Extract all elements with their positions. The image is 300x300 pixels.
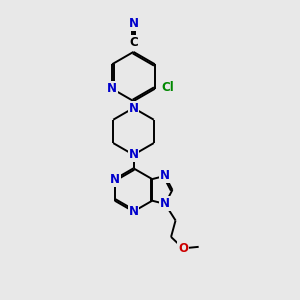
Text: N: N — [107, 82, 117, 95]
Text: N: N — [128, 101, 139, 115]
Text: N: N — [128, 148, 139, 161]
Text: N: N — [128, 205, 139, 218]
Text: N: N — [160, 169, 170, 182]
Text: N: N — [160, 197, 170, 210]
Text: N: N — [110, 172, 120, 186]
Text: Cl: Cl — [161, 81, 174, 94]
Text: O: O — [178, 242, 188, 255]
Text: C: C — [129, 36, 138, 50]
Text: N: N — [128, 17, 139, 30]
